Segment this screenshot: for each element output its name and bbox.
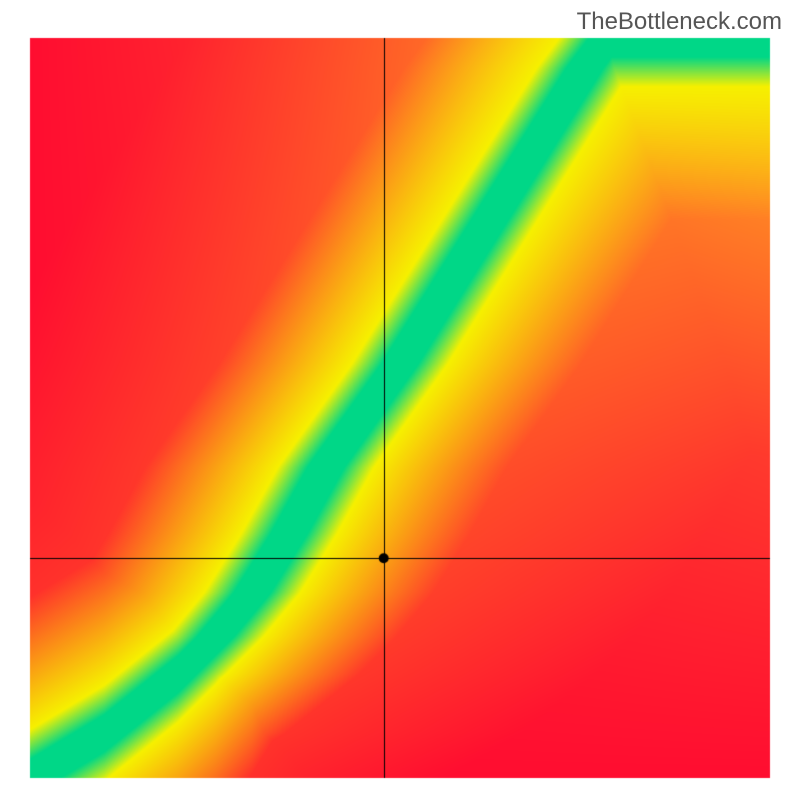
watermark-text: TheBottleneck.com (577, 8, 782, 36)
bottleneck-heatmap (0, 0, 800, 800)
